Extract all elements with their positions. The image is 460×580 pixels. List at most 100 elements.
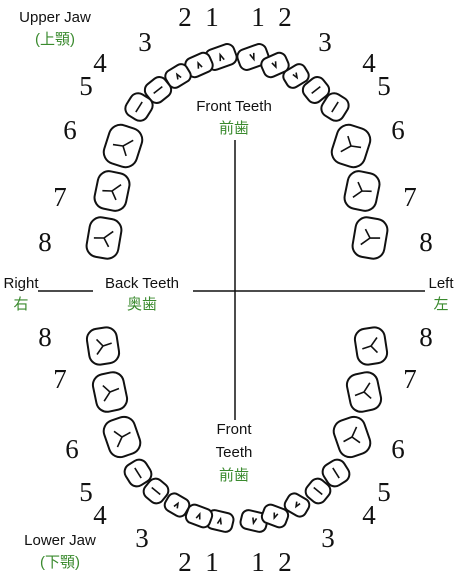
tooth-number: 4 — [93, 48, 107, 78]
tooth — [124, 92, 154, 122]
tooth-fissure — [195, 512, 201, 520]
tooth-fissure — [331, 101, 339, 113]
tooth-number: 8 — [419, 322, 433, 352]
tooth-number: 6 — [391, 115, 405, 145]
tooth — [142, 477, 170, 505]
tooth-number: 6 — [391, 434, 405, 464]
tooth-number: 1 — [251, 2, 265, 32]
tooth-fissure — [340, 135, 362, 153]
tooth — [351, 216, 389, 260]
teeth-label: Teeth — [216, 444, 253, 461]
tooth-number: 7 — [403, 364, 417, 394]
tooth — [85, 326, 121, 366]
right-label-ja: 右 — [13, 296, 28, 313]
left-label: Left — [428, 275, 454, 292]
tooth-fissure — [354, 382, 372, 400]
tooth-fissure — [249, 52, 255, 62]
tooth-fissure — [360, 228, 381, 246]
tooth-number: 8 — [38, 227, 52, 257]
tooth-fissure — [252, 517, 258, 526]
tooth-number: 5 — [79, 71, 93, 101]
tooth-number: 7 — [53, 364, 67, 394]
tooth-fissure — [102, 184, 122, 201]
tooth-fissure — [102, 384, 120, 402]
tooth-number: 3 — [321, 523, 335, 553]
tooth-fissure — [197, 61, 203, 69]
tooth-number: 2 — [278, 547, 292, 577]
tooth-fissure — [135, 101, 143, 113]
tooth-number: 5 — [377, 477, 391, 507]
tooth-fissure — [343, 426, 361, 444]
tooth-fissure — [362, 337, 379, 354]
tooth — [260, 503, 290, 529]
tooth-number: 8 — [38, 322, 52, 352]
tooth-number: 3 — [135, 523, 149, 553]
upper-jaw-label: Upper Jaw — [19, 9, 91, 26]
front-teeth-label-ja: 前歯 — [219, 467, 249, 484]
tooth-number: 4 — [362, 500, 376, 530]
tooth-number: 2 — [178, 2, 192, 32]
tooth — [332, 415, 372, 459]
tooth-number: 6 — [65, 434, 79, 464]
tooth-fissure — [151, 486, 161, 496]
tooth-number: 1 — [205, 547, 219, 577]
tooth-number: 8 — [419, 227, 433, 257]
tooth-fissure — [173, 501, 179, 509]
tooth — [345, 371, 383, 413]
tooth-number: 7 — [53, 182, 67, 212]
tooth-number: 2 — [178, 547, 192, 577]
tooth — [102, 123, 144, 169]
tooth — [320, 92, 350, 122]
tooth-fissure — [273, 512, 279, 520]
tooth-number: 3 — [318, 27, 332, 57]
tooth-number: 3 — [138, 27, 152, 57]
tooth-fissure — [93, 230, 114, 248]
tooth-fissure — [332, 467, 340, 479]
tooth-fissure — [219, 52, 225, 62]
tooth — [184, 51, 214, 79]
tooth — [301, 76, 331, 104]
tooth-number: 2 — [278, 2, 292, 32]
tooth-fissure — [134, 467, 142, 479]
tooth-number: 6 — [63, 115, 77, 145]
tooth-number: 5 — [79, 477, 93, 507]
front-label: Front — [216, 421, 252, 438]
tooth — [93, 170, 131, 212]
right-label: Right — [3, 275, 39, 292]
tooth — [102, 415, 142, 459]
tooth-number: 4 — [362, 48, 376, 78]
tooth-fissure — [352, 181, 372, 198]
lower-jaw-label-ja: (下顎) — [40, 554, 80, 571]
tooth — [353, 326, 389, 366]
tooth — [343, 170, 381, 212]
tooth — [123, 458, 153, 488]
tooth-fissure — [112, 139, 134, 157]
tooth — [321, 458, 351, 488]
tooth — [330, 123, 372, 169]
tooth-number: 4 — [93, 500, 107, 530]
tooth-fissure — [295, 501, 301, 509]
tooth — [260, 51, 290, 79]
tooth — [283, 492, 311, 518]
tooth — [91, 371, 129, 413]
teeth — [85, 43, 389, 533]
tooth-fissure — [313, 486, 323, 496]
tooth — [85, 216, 123, 260]
tooth-fissure — [113, 430, 131, 448]
tooth — [304, 477, 332, 505]
tooth-number: 1 — [205, 2, 219, 32]
tooth-fissure — [216, 516, 222, 525]
left-label-ja: 左 — [433, 296, 448, 313]
front-teeth-label-ja: 前歯 — [219, 120, 249, 137]
back-teeth-label-ja: 奥歯 — [127, 296, 157, 313]
tooth-fissure — [292, 72, 299, 80]
tooth-fissure — [271, 61, 277, 69]
upper-jaw-label-ja: (上顎) — [35, 31, 75, 48]
back-teeth-label: Back Teeth — [105, 275, 179, 292]
tooth-fissure — [95, 338, 112, 355]
front-teeth-label: Front Teeth — [196, 98, 272, 115]
tooth — [163, 492, 191, 518]
tooth-number: 1 — [251, 547, 265, 577]
